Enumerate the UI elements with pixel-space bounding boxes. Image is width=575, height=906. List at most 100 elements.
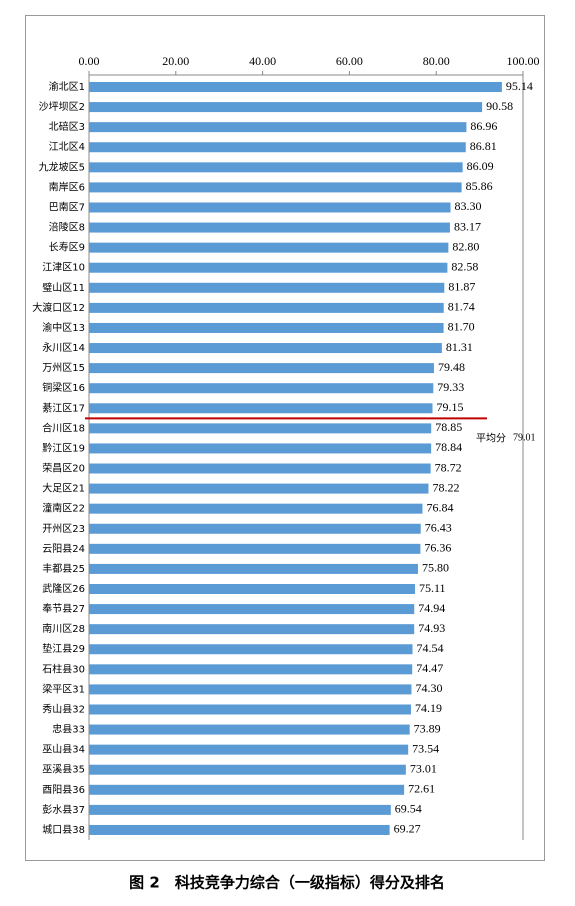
bar <box>89 644 413 655</box>
y-tick-label: 酉阳县36 <box>42 784 85 796</box>
value-label: 74.30 <box>415 681 442 695</box>
x-tick-label: 60.00 <box>336 54 363 68</box>
value-label: 81.70 <box>448 320 475 334</box>
value-label: 78.85 <box>435 420 462 434</box>
bar <box>89 262 448 273</box>
value-label: 78.72 <box>435 460 462 474</box>
y-tick-label: 巫溪县35 <box>42 764 85 776</box>
y-tick-label: 荣昌区20 <box>42 463 85 475</box>
value-label: 75.11 <box>419 581 446 595</box>
bar <box>89 824 390 835</box>
value-label: 79.48 <box>438 360 465 374</box>
bar <box>89 282 445 293</box>
value-label: 81.74 <box>448 300 475 314</box>
value-label: 79.33 <box>437 380 464 394</box>
y-tick-label: 南岸区6 <box>49 180 85 193</box>
y-tick-label: 长寿区9 <box>49 241 85 254</box>
y-tick-label: 南川区28 <box>42 622 85 635</box>
value-label: 73.89 <box>414 721 441 735</box>
value-label: 74.54 <box>417 641 444 655</box>
bar <box>89 624 415 635</box>
y-tick-label: 巫山县34 <box>42 744 85 756</box>
bar <box>89 403 433 414</box>
bar <box>89 363 434 374</box>
average-label: 平均分 <box>476 432 506 444</box>
value-label: 86.09 <box>467 159 494 173</box>
bar <box>89 222 450 233</box>
x-tick-label: 0.00 <box>79 54 100 68</box>
bar <box>89 82 502 92</box>
bar <box>89 383 434 394</box>
y-tick-label: 梁平区31 <box>42 682 85 695</box>
bar <box>89 503 423 514</box>
value-label: 76.36 <box>424 541 451 555</box>
bar <box>89 202 451 213</box>
y-tick-label: 奉节县27 <box>42 602 85 615</box>
y-tick-label: 石柱县30 <box>42 662 85 675</box>
bar <box>89 664 413 675</box>
value-label: 86.81 <box>470 139 497 153</box>
value-label: 83.30 <box>455 199 482 213</box>
bar <box>89 744 409 755</box>
value-label: 69.54 <box>395 802 422 816</box>
bar <box>89 463 431 474</box>
y-tick-label: 武隆区26 <box>42 582 85 595</box>
value-label: 82.80 <box>452 239 479 253</box>
bar <box>89 483 429 494</box>
y-tick-label: 北碚区3 <box>49 120 85 133</box>
y-tick-label: 铜梁区16 <box>42 381 85 394</box>
value-label: 90.58 <box>486 99 513 113</box>
y-tick-label: 忠县33 <box>52 724 85 736</box>
x-tick-label: 40.00 <box>249 54 276 68</box>
value-label: 75.80 <box>422 561 449 575</box>
value-label: 79.15 <box>437 400 464 414</box>
value-label: 74.94 <box>418 601 445 615</box>
x-tick-label: 80.00 <box>423 54 450 68</box>
value-label: 76.43 <box>425 521 452 535</box>
value-label: 86.96 <box>470 119 497 133</box>
bar <box>89 242 449 253</box>
y-tick-label: 九龙坡区5 <box>39 160 85 173</box>
y-tick-label: 开州区23 <box>42 523 85 535</box>
y-tick-label: 云阳县24 <box>42 543 85 555</box>
average-value: 79.01 <box>513 433 536 444</box>
value-label: 85.86 <box>466 179 493 193</box>
bar <box>89 704 411 715</box>
y-tick-label: 沙坪坝区2 <box>39 100 85 113</box>
value-label: 78.84 <box>435 440 462 454</box>
bar <box>89 543 421 554</box>
bar <box>89 302 444 313</box>
bar <box>89 684 412 695</box>
value-label: 81.31 <box>446 340 473 354</box>
bar <box>89 584 415 594</box>
value-label: 69.27 <box>394 822 421 836</box>
y-tick-label: 綦江区17 <box>42 401 85 414</box>
bar <box>89 523 421 534</box>
value-label: 73.54 <box>412 741 439 755</box>
y-tick-label: 秀山县32 <box>42 703 85 715</box>
y-tick-label: 涪陵区8 <box>49 221 85 234</box>
value-label: 74.19 <box>415 701 442 715</box>
chart-title: 图 2 科技竞争力综合（一级指标）得分及排名 <box>129 874 445 892</box>
y-tick-label: 垫江县29 <box>42 642 85 655</box>
bar <box>89 122 467 133</box>
y-tick-label: 江津区10 <box>42 262 85 274</box>
bar <box>89 343 442 354</box>
y-tick-label: 丰都县25 <box>42 562 85 575</box>
y-tick-label: 大渡口区12 <box>32 301 85 314</box>
x-tick-label: 100.00 <box>507 54 540 68</box>
bar <box>89 182 462 193</box>
y-tick-label: 大足区21 <box>42 482 85 495</box>
chart-frame <box>25 15 545 861</box>
y-tick-label: 渝北区1 <box>49 80 85 93</box>
y-tick-label: 合川区18 <box>42 421 85 434</box>
bar <box>89 423 432 434</box>
bar <box>89 443 432 454</box>
value-label: 81.87 <box>448 280 475 294</box>
y-tick-label: 璧山区11 <box>42 281 85 294</box>
y-tick-label: 永川区14 <box>42 341 85 354</box>
y-tick-label: 渝中区13 <box>42 321 85 334</box>
bar <box>89 322 444 333</box>
value-label: 78.22 <box>432 480 459 494</box>
